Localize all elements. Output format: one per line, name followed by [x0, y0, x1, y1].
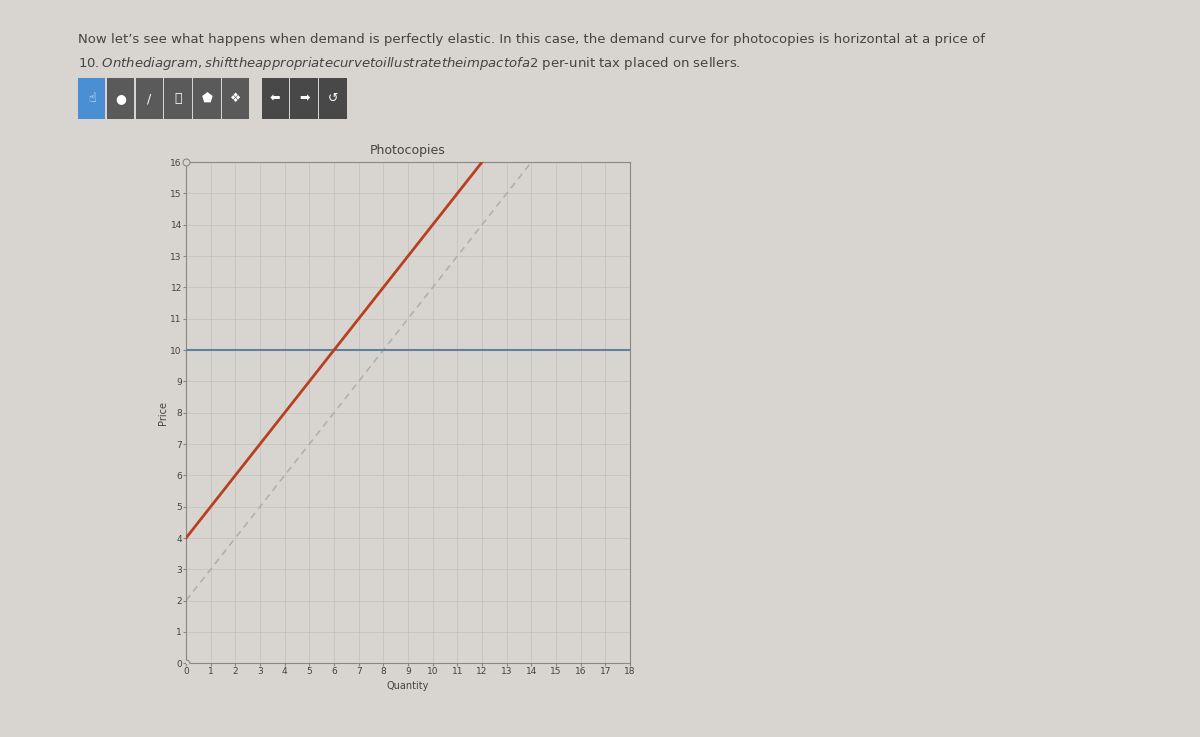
Bar — [262, 78, 289, 119]
Bar — [222, 78, 250, 119]
Bar — [136, 78, 163, 119]
Bar — [193, 78, 221, 119]
Y-axis label: Price: Price — [157, 401, 168, 425]
Bar — [164, 78, 192, 119]
Text: ⬅: ⬅ — [270, 92, 281, 105]
Bar — [290, 78, 318, 119]
Text: ☝: ☝ — [88, 92, 96, 105]
Text: ⌣: ⌣ — [174, 92, 182, 105]
Title: Photocopies: Photocopies — [370, 144, 446, 157]
Text: ↺: ↺ — [328, 92, 338, 105]
Bar — [78, 78, 106, 119]
Text: Now let’s see what happens when demand is perfectly elastic. In this case, the d: Now let’s see what happens when demand i… — [78, 33, 985, 46]
Bar — [319, 78, 347, 119]
Bar — [107, 78, 134, 119]
Text: ❖: ❖ — [230, 92, 241, 105]
Text: ➡: ➡ — [299, 92, 310, 105]
X-axis label: Quantity: Quantity — [386, 681, 430, 691]
Text: ⬟: ⬟ — [202, 92, 212, 105]
Text: ●: ● — [115, 92, 126, 105]
Text: $10. On the diagram, shift the appropriate curve to illustrate the impact of a $: $10. On the diagram, shift the appropria… — [78, 55, 740, 72]
Text: /: / — [148, 92, 151, 105]
